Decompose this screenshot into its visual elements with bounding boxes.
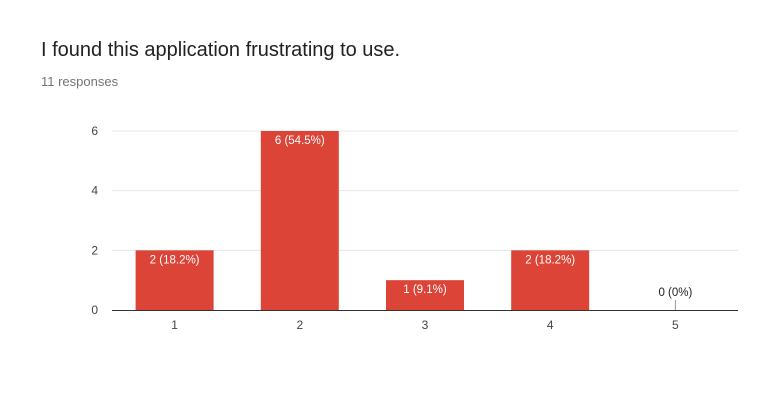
bar	[260, 131, 339, 310]
bar-data-label: 2 (18.2%)	[150, 254, 200, 266]
bar	[386, 280, 464, 310]
bar-data-label: 6 (54.5%)	[275, 135, 325, 147]
y-axis-ticks: 0 2 4 6	[91, 124, 98, 317]
x-tick-label: 3	[422, 318, 429, 332]
x-tick-label: 1	[171, 318, 178, 332]
y-tick-label: 0	[91, 303, 98, 317]
grid-lines	[112, 130, 738, 251]
x-tick-label: 2	[296, 318, 303, 332]
y-tick-label: 2	[91, 243, 98, 257]
bar-data-label: 1 (9.1%)	[403, 284, 447, 296]
bar-labels: 2 (18.2%) 6 (54.5%) 1 (9.1%) 2 (18.2%) 0 (0%…	[150, 135, 693, 310]
response-count: 11 responses	[41, 74, 119, 89]
bars	[135, 131, 590, 310]
bar	[135, 250, 214, 310]
y-tick-label: 6	[91, 124, 98, 138]
x-tick-label: 4	[547, 318, 554, 332]
bar	[511, 250, 590, 310]
y-tick-label: 4	[91, 184, 98, 198]
bar-data-label: 0 (0%)	[658, 287, 692, 299]
bar-data-label: 2 (18.2%)	[525, 254, 575, 266]
x-tick-label: 5	[672, 318, 679, 332]
x-axis-ticks: 1 2 3 4 5	[171, 318, 679, 332]
question-title: I found this application frustrating to …	[41, 39, 401, 61]
